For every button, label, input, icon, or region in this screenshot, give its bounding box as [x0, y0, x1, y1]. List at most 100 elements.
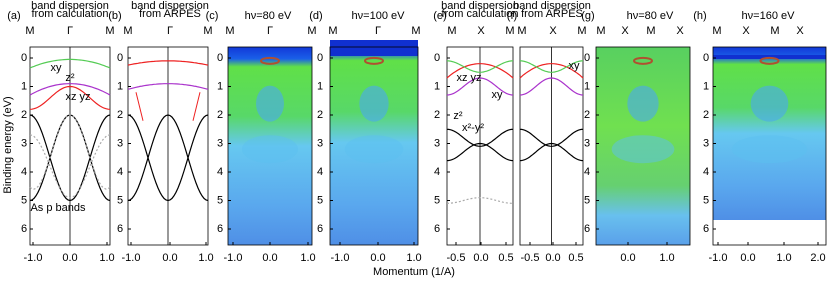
- y-tick-label: 5: [317, 194, 323, 206]
- y-tick-label: 5: [434, 194, 440, 206]
- y-tick-label: 3: [217, 137, 223, 149]
- y-tick-label: 3: [703, 137, 709, 149]
- y-tick-label: 1: [317, 80, 323, 92]
- arpes-feature: [633, 56, 653, 65]
- x-tick-label: 0.0: [62, 252, 77, 264]
- band-line: [127, 114, 209, 202]
- x-tick-label: -1.0: [331, 252, 350, 264]
- x-tick-label: 0.5: [568, 252, 583, 264]
- y-tick-label: 5: [217, 194, 223, 206]
- x-axis-label: Momentum (1/A): [373, 266, 455, 278]
- band-line: [135, 92, 201, 121]
- x-tick-label: 0.0: [620, 252, 635, 264]
- panel-title: hν=80 eV: [627, 10, 674, 22]
- x-tick-label: 0.0: [370, 252, 385, 264]
- panel-title: from calculation: [441, 8, 518, 20]
- x-tick-label: -0.5: [447, 252, 466, 264]
- band-line: [29, 114, 111, 190]
- top-label: M: [203, 25, 212, 37]
- y-tick-label: 1: [21, 80, 27, 92]
- y-tick-label: 3: [584, 137, 590, 149]
- band-annotation: xy: [492, 89, 504, 101]
- band-line: [447, 197, 513, 204]
- band-annotation: xy: [569, 60, 581, 72]
- y-tick-label: 6: [217, 223, 223, 235]
- top-label: Γ: [67, 25, 73, 37]
- top-label: M: [596, 25, 605, 37]
- top-label: X: [742, 25, 750, 37]
- x-tick-label: 1.0: [659, 252, 674, 264]
- y-tick-label: 2: [584, 109, 590, 121]
- top-label: M: [328, 25, 337, 37]
- y-tick-label: 4: [21, 166, 27, 178]
- band-line: [29, 83, 111, 96]
- band-annotation: z²: [65, 72, 75, 84]
- y-tick-label: 0: [21, 52, 27, 64]
- panel-letter: (a): [7, 10, 20, 22]
- y-tick-label: 4: [434, 166, 440, 178]
- x-tick-label: -1.0: [709, 252, 728, 264]
- y-tick-label: 1: [584, 80, 590, 92]
- band-annotation: x²-y²: [462, 122, 484, 134]
- y-tick-label: 0: [703, 52, 709, 64]
- top-label: M: [712, 25, 721, 37]
- y-tick-label: 4: [703, 166, 709, 178]
- top-label: M: [307, 25, 316, 37]
- y-tick-label: 5: [21, 194, 27, 206]
- panel-letter: (c): [206, 10, 219, 22]
- band-annotation: xy: [51, 62, 63, 74]
- y-tick-label: 1: [703, 80, 709, 92]
- band-line: [520, 60, 583, 73]
- band-line: [519, 63, 584, 79]
- arpes-feature: [344, 135, 404, 164]
- arpes-feature: [359, 85, 389, 122]
- top-label: M: [123, 25, 132, 37]
- top-label: Γ: [167, 25, 173, 37]
- y-tick-label: 2: [217, 109, 223, 121]
- y-tick-label: 6: [317, 223, 323, 235]
- y-tick-label: 5: [584, 194, 590, 206]
- top-label: X: [477, 25, 485, 37]
- panel-letter: (d): [309, 10, 322, 22]
- y-tick-label: 5: [117, 194, 123, 206]
- band-line: [29, 85, 111, 110]
- x-tick-label: 1.0: [300, 252, 315, 264]
- band-line: [447, 60, 513, 73]
- top-label: M: [646, 25, 655, 37]
- y-tick-label: 2: [317, 109, 323, 121]
- x-tick-label: -1.0: [24, 252, 43, 264]
- x-tick-label: 1.0: [99, 252, 114, 264]
- y-tick-label: 6: [584, 223, 590, 235]
- y-tick-label: 1: [217, 80, 223, 92]
- panel-title: from ARPES: [139, 8, 201, 20]
- panel-title: band dispersion: [131, 0, 209, 12]
- panel-title: from ARPES: [521, 8, 583, 20]
- y-tick-label: 4: [317, 166, 323, 178]
- y-tick-label: 2: [117, 109, 123, 121]
- band-line: [29, 58, 111, 69]
- panel-frame: [595, 46, 691, 246]
- top-label: M: [225, 25, 234, 37]
- x-tick-label: 2.0: [810, 252, 825, 264]
- top-label: Γ: [267, 25, 273, 37]
- x-tick-label: 0.0: [545, 252, 560, 264]
- y-tick-label: 4: [217, 166, 223, 178]
- panel-title: band dispersion: [31, 0, 109, 12]
- y-tick-label: 0: [317, 52, 323, 64]
- top-label: M: [505, 25, 514, 37]
- band-line: [446, 77, 514, 96]
- arpes-feature: [759, 56, 780, 65]
- top-label: X: [796, 25, 804, 37]
- arpes-top: [330, 40, 418, 56]
- arpes-feature: [750, 85, 789, 122]
- panel-title: hν=80 eV: [245, 10, 292, 22]
- panel-frame: [329, 46, 419, 246]
- panel-letter: (b): [108, 10, 121, 22]
- top-label: M: [25, 25, 34, 37]
- band-line: [446, 128, 514, 147]
- arpes-feature: [731, 135, 808, 164]
- band-annotation: As p bands: [30, 202, 86, 214]
- top-label: M: [105, 25, 114, 37]
- band-line: [446, 63, 514, 79]
- band-line: [519, 142, 584, 162]
